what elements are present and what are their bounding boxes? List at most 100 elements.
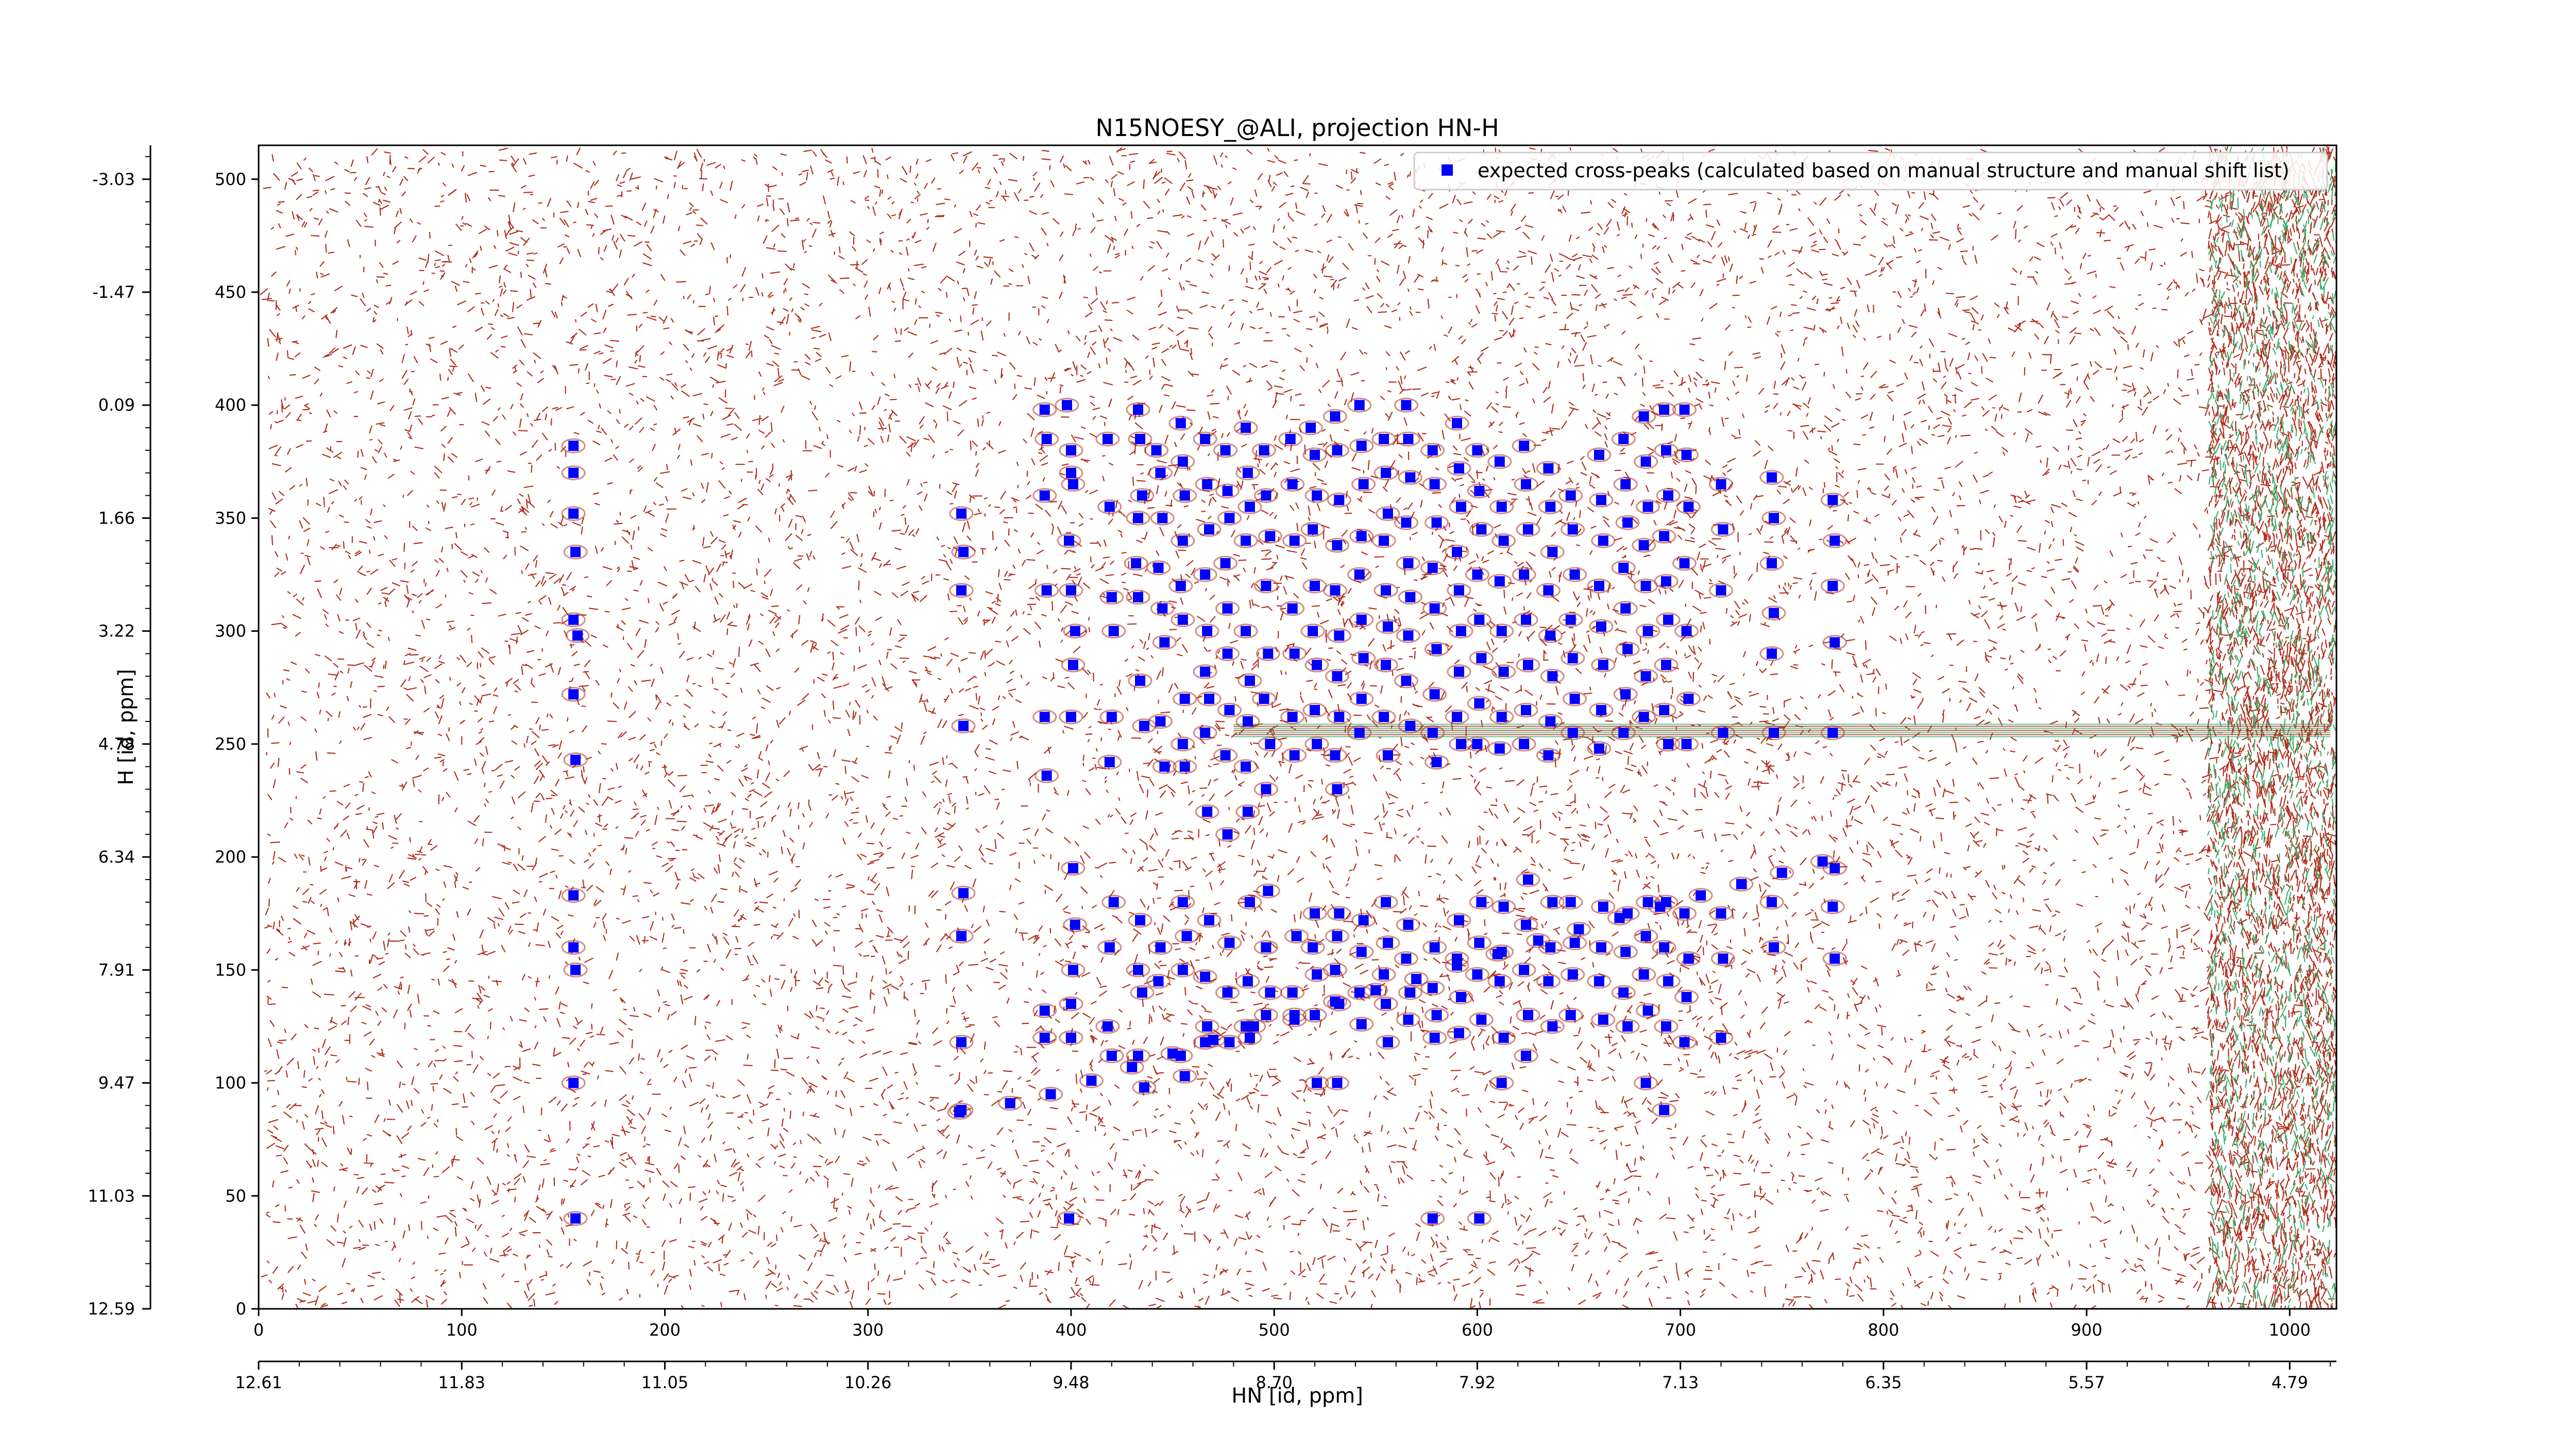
cross-peak-point — [1312, 1077, 1322, 1088]
peak-contour — [1258, 736, 1282, 752]
peak-contour — [1252, 443, 1276, 458]
peak-contour — [1759, 470, 1784, 485]
peak-contour — [561, 888, 586, 903]
peak-contour — [1057, 533, 1081, 548]
peak-contour — [1394, 673, 1418, 688]
cross-peak-point — [1334, 630, 1345, 641]
cross-peak-point — [1403, 1014, 1414, 1025]
cross-peak-point — [1153, 562, 1164, 573]
peak-contour — [1173, 1068, 1197, 1084]
cross-peak-point — [1472, 569, 1483, 580]
cross-peak-point — [1334, 495, 1345, 506]
peak-contour — [1233, 759, 1258, 774]
cross-peak-point — [1067, 965, 1078, 975]
cross-peak-point — [1494, 976, 1505, 987]
cross-peak-point — [1248, 1021, 1259, 1032]
peak-contour — [1128, 913, 1153, 928]
cross-peak-point — [1157, 603, 1168, 614]
cross-peak-point — [1718, 524, 1728, 535]
cross-peak-point — [1716, 1032, 1726, 1043]
peak-contour — [1168, 578, 1193, 594]
cross-peak-point — [572, 630, 583, 641]
peak-contour — [1325, 668, 1349, 684]
cross-peak-point — [1204, 915, 1214, 925]
peak-contour — [1759, 646, 1784, 661]
peak-contour — [1325, 537, 1349, 553]
cross-peak-point — [1265, 987, 1276, 998]
cross-peak-point — [1244, 676, 1255, 686]
cross-peak-point — [1139, 1082, 1149, 1093]
x-index-tick-label: 300 — [852, 1320, 884, 1340]
cross-peak-point — [1498, 901, 1509, 912]
cross-peak-point — [1039, 490, 1050, 501]
cross-peak-point — [1403, 630, 1414, 641]
cross-peak-point — [1200, 971, 1211, 982]
peak-contour — [1425, 754, 1449, 770]
cross-peak-point — [1379, 969, 1389, 980]
cross-peak-point — [1106, 1050, 1117, 1061]
peak-contour — [563, 752, 588, 768]
peak-contour — [1420, 1211, 1445, 1226]
x-index-tick-label: 700 — [1665, 1320, 1696, 1340]
peak-contour — [1615, 515, 1640, 530]
peak-contour — [1396, 431, 1420, 447]
cross-peak-point — [1241, 423, 1251, 433]
peak-contour — [561, 506, 586, 521]
cross-peak-point — [1067, 660, 1078, 670]
cross-peak-point — [1679, 405, 1690, 415]
peak-contour — [1688, 888, 1713, 903]
cross-peak-point — [1242, 806, 1253, 817]
cross-peak-point — [1496, 501, 1507, 512]
peak-contour — [1613, 601, 1638, 616]
cross-peak-point — [1382, 621, 1393, 632]
peak-contour — [1709, 1030, 1733, 1046]
peak-contour — [1558, 488, 1583, 503]
peak-contour — [1195, 477, 1219, 492]
cross-peak-point — [1065, 467, 1076, 478]
cross-peak-point — [1661, 660, 1671, 670]
cross-peak-point — [1567, 524, 1578, 535]
cross-peak-point — [1523, 874, 1533, 885]
peak-contour — [1126, 589, 1150, 605]
cross-peak-point — [1659, 1105, 1670, 1116]
cross-peak-point — [1356, 947, 1367, 957]
peak-contour — [1611, 431, 1636, 447]
x-ppm-tick-label: 9.48 — [1053, 1373, 1089, 1392]
peak-contour — [1258, 529, 1282, 544]
cross-peak-point — [1427, 983, 1438, 993]
cross-peak-point — [1567, 653, 1578, 664]
cross-peak-point — [1453, 1028, 1464, 1039]
peak-contour — [1063, 624, 1088, 639]
cross-peak-point — [956, 508, 967, 519]
peak-contour — [1059, 583, 1083, 598]
peak-contour — [1124, 555, 1148, 571]
y-ppm-tick-label: 7.91 — [98, 960, 135, 980]
cross-peak-point — [1370, 985, 1381, 996]
cross-peak-point — [1287, 712, 1298, 722]
x-index-tick-label: 200 — [649, 1320, 681, 1340]
peak-contour — [951, 885, 976, 901]
peak-contour — [1126, 1048, 1150, 1064]
peak-contour — [1197, 913, 1222, 928]
peak-contour — [1489, 709, 1514, 724]
peak-contour — [1465, 443, 1489, 458]
peak-contour — [1302, 447, 1327, 463]
x-index-tick-label: 600 — [1462, 1320, 1493, 1340]
cross-peak-point — [1736, 879, 1747, 889]
x-ppm-tick-label: 6.35 — [1865, 1373, 1902, 1392]
cross-peak-point — [1476, 897, 1487, 907]
cross-peak-point — [1716, 585, 1726, 596]
cross-peak-point — [1767, 648, 1777, 659]
cross-peak-point — [1661, 445, 1671, 456]
peak-contour — [1398, 718, 1422, 734]
peak-contour — [1371, 967, 1396, 982]
peak-contour — [1445, 709, 1469, 724]
cross-peak-point — [1569, 569, 1580, 580]
peak-contour — [1447, 664, 1471, 680]
cross-peak-point — [1244, 897, 1255, 907]
cross-peak-point — [1661, 576, 1671, 587]
cross-peak-point — [1594, 976, 1604, 987]
cross-peak-point — [1137, 987, 1147, 998]
y-ppm-tick-label: 6.34 — [98, 847, 135, 867]
